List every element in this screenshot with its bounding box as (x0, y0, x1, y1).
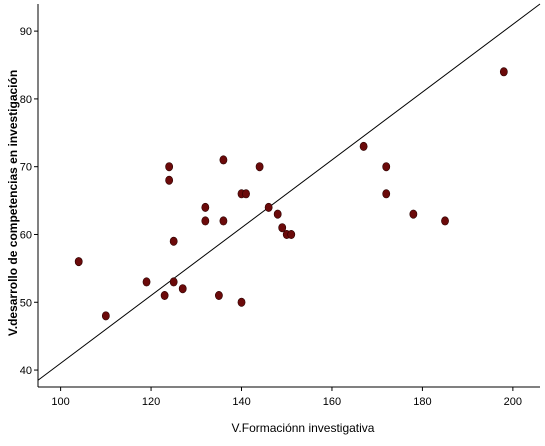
data-point (169, 236, 178, 246)
data-point (219, 216, 228, 226)
x-tick-label: 100 (51, 396, 69, 408)
data-point (201, 202, 210, 212)
y-tick-label: 40 (20, 365, 32, 377)
data-point (242, 189, 250, 199)
data-point (165, 175, 174, 185)
data-point (359, 141, 368, 151)
x-axis-title: V.Formaciónn investigativa (232, 421, 375, 435)
data-point (382, 162, 391, 172)
data-point (278, 223, 287, 233)
data-point (165, 162, 174, 172)
x-axis-ticks: 100 120 140 160 180 200 (51, 387, 522, 408)
y-tick-label: 60 (20, 229, 32, 241)
data-point (273, 209, 282, 219)
y-axis-title: V.desarrollo de competencias en investig… (6, 70, 20, 336)
y-axis-ticks: 40 50 60 70 80 90 (20, 26, 38, 377)
data-point (255, 162, 264, 172)
y-tick-label: 80 (20, 94, 32, 106)
x-tick-label: 140 (232, 396, 250, 408)
data-point (237, 297, 246, 307)
x-tick-label: 200 (504, 396, 522, 408)
data-point (169, 277, 178, 287)
data-point (264, 202, 273, 212)
data-point (215, 290, 223, 300)
data-point (499, 67, 508, 77)
data-point (178, 284, 187, 294)
data-point (382, 189, 391, 199)
fit-line (37, 3, 541, 381)
data-point (201, 216, 210, 226)
x-tick-label: 120 (142, 396, 160, 408)
data-point (441, 216, 449, 226)
x-tick-label: 180 (413, 396, 431, 408)
plot-area (37, 3, 541, 381)
y-tick-label: 90 (20, 26, 32, 38)
y-tick-label: 70 (20, 162, 32, 174)
data-point (409, 209, 418, 219)
x-tick-label: 160 (323, 396, 341, 408)
data-point (101, 311, 110, 321)
data-point (160, 290, 169, 300)
data-point (74, 257, 83, 267)
data-point (219, 155, 228, 165)
data-point (142, 277, 151, 287)
data-point (287, 229, 296, 239)
y-tick-label: 50 (20, 297, 32, 309)
